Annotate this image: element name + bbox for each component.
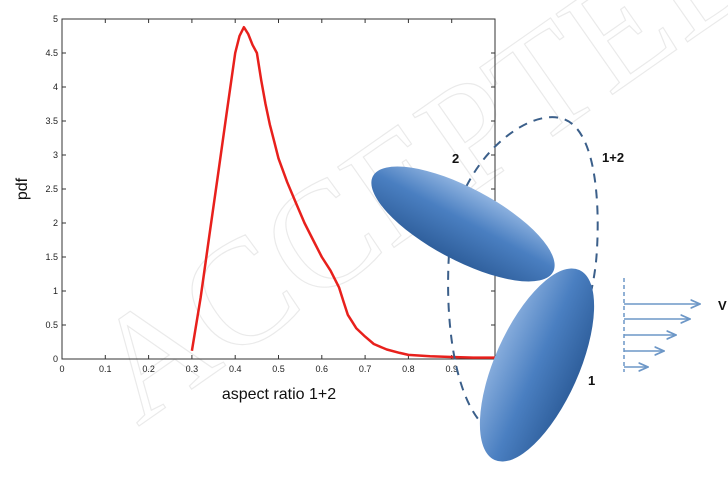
y-tick-label: 0: [53, 354, 58, 364]
y-tick-label: 1: [53, 286, 58, 296]
x-tick-label: 0.1: [99, 364, 112, 374]
label-velocity: V: [718, 298, 727, 313]
y-tick-label: 1.5: [45, 252, 58, 262]
x-tick-label: 0.4: [229, 364, 242, 374]
label-combined: 1+2: [602, 150, 624, 165]
x-tick-label: 0.5: [272, 364, 285, 374]
pdf-series-line: [190, 25, 495, 359]
x-tick-label: 0.7: [359, 364, 372, 374]
y-tick-label: 4: [53, 82, 58, 92]
y-tick-label: 2.5: [45, 184, 58, 194]
y-tick-label: 2: [53, 218, 58, 228]
y-tick-label: 4.5: [45, 48, 58, 58]
x-tick-label: 0.6: [316, 364, 329, 374]
watermark: ACCEPTED MA: [61, 0, 728, 454]
x-axis-label: aspect ratio 1+2: [222, 386, 336, 403]
velocity-profile: [623, 278, 700, 372]
y-axis-label: pdf: [14, 177, 31, 200]
y-tick-label: 3.5: [45, 116, 58, 126]
particle-2-ellipse: [371, 166, 555, 282]
x-tick-label: 0.3: [186, 364, 199, 374]
particle-1-ellipse: [479, 268, 595, 462]
x-tick-label: 0.9: [445, 364, 458, 374]
x-tick-label: 0: [59, 364, 64, 374]
label-particle-1: 1: [588, 373, 595, 388]
x-tick-label: 0.8: [402, 364, 415, 374]
svg-text:ACCEPTED MA: ACCEPTED MA: [62, 0, 728, 454]
x-tick-label: 0.2: [142, 364, 155, 374]
x-axis-ticks: 0 0.1 0.2 0.3 0.4 0.5 0.6 0.7 0.8 0.9: [59, 19, 458, 374]
y-tick-label: 0.5: [45, 320, 58, 330]
y-tick-label: 3: [53, 150, 58, 160]
y-tick-label: 5: [53, 14, 58, 24]
label-particle-2: 2: [452, 151, 459, 166]
